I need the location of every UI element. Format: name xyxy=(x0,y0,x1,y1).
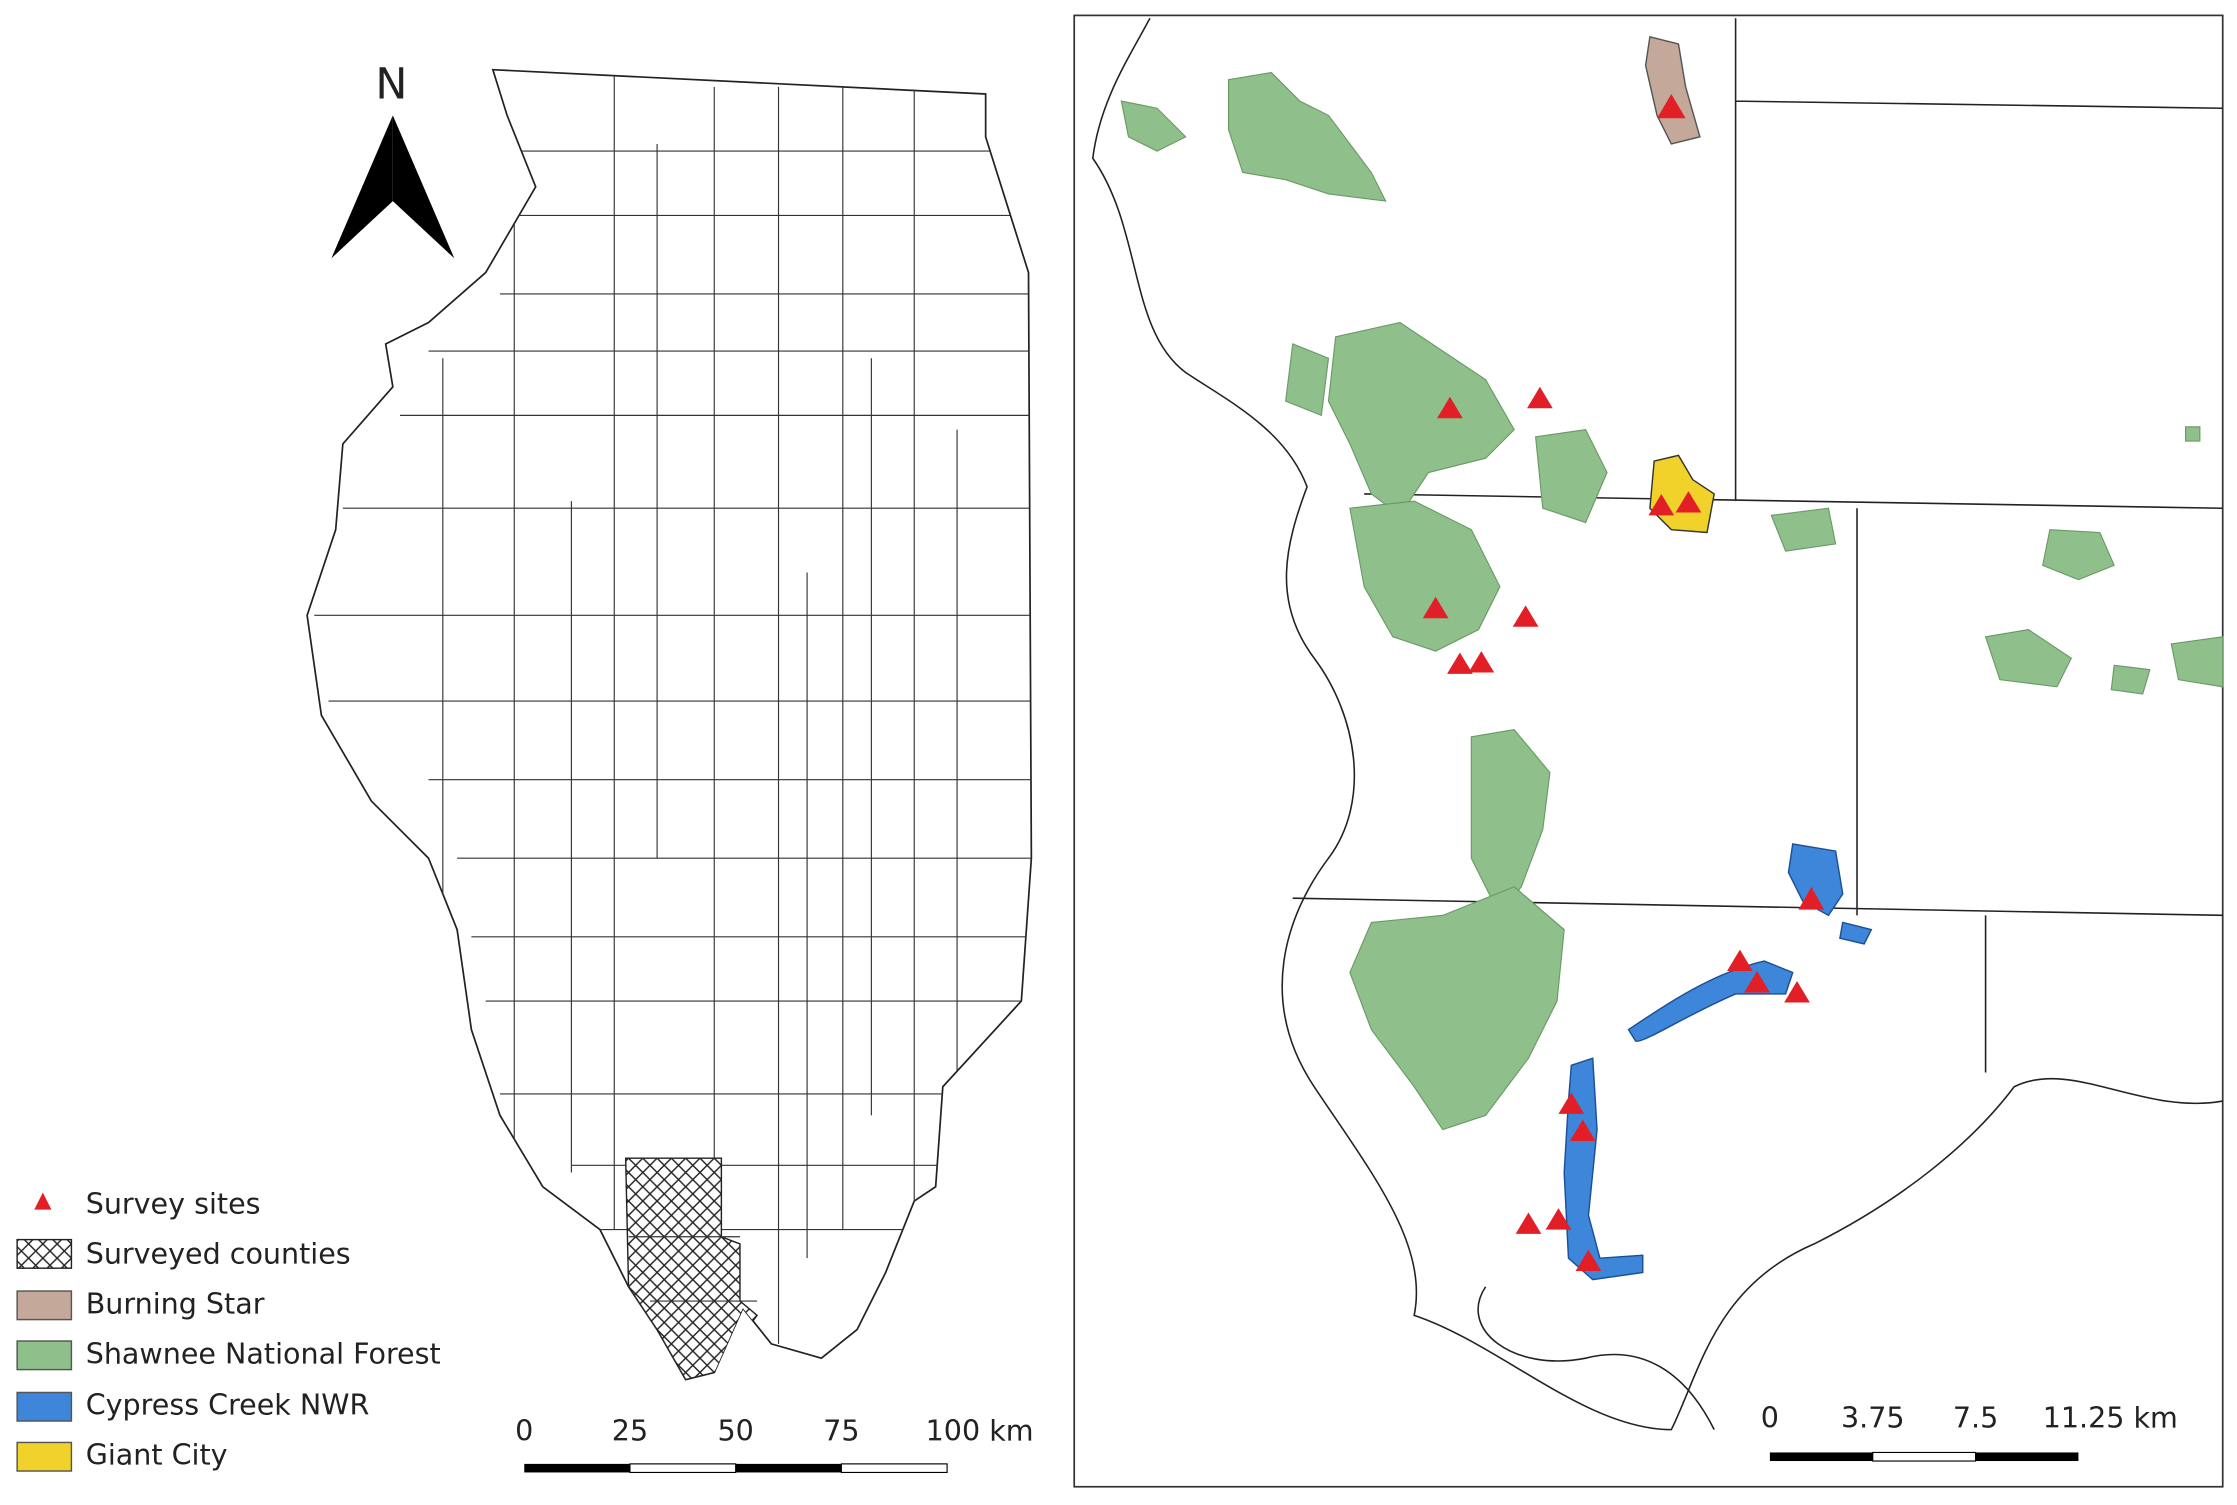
legend-label: Burning Star xyxy=(86,1286,265,1320)
detail-map: 0 3.75 7.5 11.25 km xyxy=(1073,14,2224,1488)
legend-symbol xyxy=(34,1192,52,1210)
scale-label: 11.25 km xyxy=(2043,1401,2178,1435)
legend-label: Surveyed counties xyxy=(86,1236,351,1270)
surveyed-counties xyxy=(624,1157,759,1380)
north-label: N xyxy=(375,59,407,109)
legend-symbol xyxy=(16,1340,73,1371)
legend-symbol xyxy=(16,1290,73,1321)
scale-label: 75 xyxy=(823,1413,859,1447)
scale-label: 0 xyxy=(1761,1401,1779,1435)
scale-label: 3.75 xyxy=(1841,1401,1905,1435)
state-outline xyxy=(306,68,1033,1381)
legend-label: Survey sites xyxy=(86,1186,261,1220)
county-lines xyxy=(314,72,1032,1380)
legend-label: Giant City xyxy=(86,1438,228,1472)
scale-label: 50 xyxy=(718,1413,754,1447)
illinois-map xyxy=(306,68,1033,1381)
legend-symbol xyxy=(16,1238,73,1269)
scale-label: 0 xyxy=(515,1413,533,1447)
scale-label: 7.5 xyxy=(1953,1401,1998,1435)
legend-label: Shawnee National Forest xyxy=(86,1336,441,1370)
north-arrow: N xyxy=(331,59,455,259)
scale-bar: 0 25 50 75 100 km xyxy=(515,1413,1034,1474)
scale-label: 100 km xyxy=(926,1413,1034,1447)
legend: Survey sites Surveyed counties Burning S… xyxy=(16,1186,441,1472)
map-frame xyxy=(1073,14,2224,1488)
survey-sites xyxy=(1422,93,1825,1272)
scale-label: 25 xyxy=(612,1413,648,1447)
scale-bar: 0 3.75 7.5 11.25 km xyxy=(1761,1401,2178,1462)
legend-label: Cypress Creek NWR xyxy=(86,1388,370,1422)
legend-symbol xyxy=(16,1441,73,1472)
legend-symbol xyxy=(16,1391,73,1422)
shawnee-forest xyxy=(1120,71,2224,1131)
